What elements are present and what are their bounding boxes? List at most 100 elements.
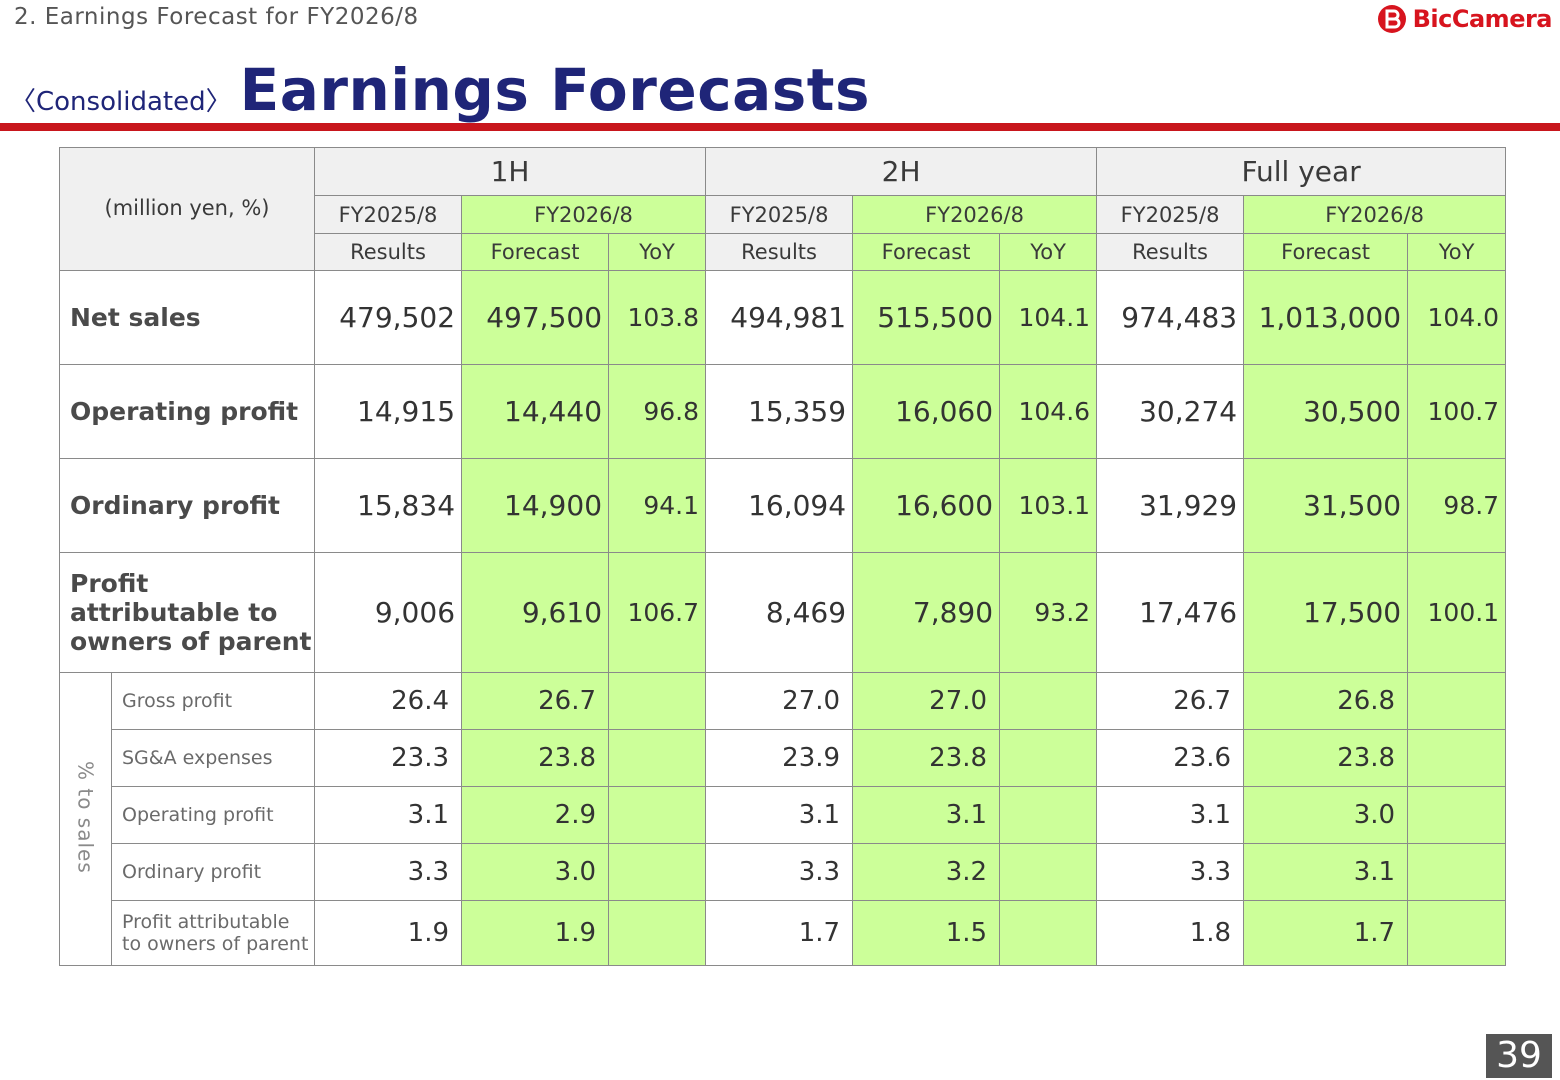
cell-ratio-yoy-empty bbox=[999, 843, 1098, 901]
column-type-header: Results bbox=[1096, 233, 1245, 271]
cell-results: 494,981 bbox=[705, 270, 854, 365]
ratio-row: % to sales Gross profit 26.4 26.7 27.0 2… bbox=[59, 672, 1507, 966]
cell-forecast: 515,500 bbox=[852, 270, 1001, 365]
column-type-header: Results bbox=[705, 233, 854, 271]
column-type-header: Results bbox=[314, 233, 463, 271]
column-type-header: Forecast bbox=[1243, 233, 1409, 271]
ratio-row: Ordinary profit 3.3 3.0 3.3 3.2 3.3 3.1 bbox=[60, 843, 1507, 901]
cell-ratio-forecast: 3.2 bbox=[852, 843, 1001, 901]
cell-ratio-yoy-empty bbox=[999, 900, 1098, 966]
period-header: Full year bbox=[1096, 147, 1507, 196]
cell-forecast: 31,500 bbox=[1243, 458, 1409, 553]
cell-ratio-yoy-empty bbox=[1407, 843, 1507, 901]
cell-ratio-yoy-empty bbox=[999, 729, 1098, 787]
cell-ratio-yoy-empty bbox=[608, 786, 707, 844]
cell-forecast: 17,500 bbox=[1243, 552, 1409, 673]
cell-yoy: 103.1 bbox=[999, 458, 1098, 553]
cell-results: 974,483 bbox=[1096, 270, 1245, 365]
row-label: Ordinary profit bbox=[58, 458, 316, 553]
ratio-row: Operating profit 3.1 2.9 3.1 3.1 3.1 3.0 bbox=[60, 786, 1507, 844]
ratio-label: Operating profit bbox=[110, 786, 316, 844]
cell-ratio-results: 1.7 bbox=[705, 900, 854, 966]
fiscal-year-header: FY2025/8 bbox=[1096, 195, 1245, 234]
cell-results: 15,834 bbox=[314, 458, 463, 553]
cell-ratio-results: 1.9 bbox=[314, 900, 463, 966]
cell-yoy: 93.2 bbox=[999, 552, 1098, 673]
biccamera-logo-icon bbox=[1377, 5, 1406, 33]
cell-yoy: 106.7 bbox=[608, 552, 707, 673]
ratio-group-text: % to sales bbox=[73, 760, 98, 874]
ratio-row: Profit attributable to owners of parent … bbox=[60, 900, 1507, 966]
page-title: 〈Consolidated〉 Earnings Forecasts bbox=[10, 56, 870, 124]
cell-ratio-results: 3.3 bbox=[314, 843, 463, 901]
cell-ratio-forecast: 3.1 bbox=[1243, 843, 1409, 901]
cell-results: 9,006 bbox=[314, 552, 463, 673]
cell-ratio-results: 3.1 bbox=[705, 786, 854, 844]
brand-logo: BicCamera bbox=[1377, 4, 1553, 34]
cell-forecast: 30,500 bbox=[1243, 364, 1409, 459]
cell-ratio-forecast: 2.9 bbox=[461, 786, 610, 844]
cell-ratio-yoy-empty bbox=[1407, 672, 1507, 730]
cell-ratio-forecast: 1.7 bbox=[1243, 900, 1409, 966]
row-label: Profit attributable to owners of parent bbox=[58, 552, 316, 673]
cell-ratio-forecast: 1.9 bbox=[461, 900, 610, 966]
cell-yoy: 96.8 bbox=[608, 364, 707, 459]
cell-ratio-forecast: 27.0 bbox=[852, 672, 1001, 730]
cell-ratio-results: 1.8 bbox=[1096, 900, 1245, 966]
row-label: Operating profit bbox=[58, 364, 316, 459]
cell-ratio-yoy-empty bbox=[608, 729, 707, 787]
fiscal-year-header: FY2026/8 bbox=[461, 195, 707, 234]
table-row: Net sales 479,502 497,500 103.8 494,981 … bbox=[58, 270, 1507, 365]
cell-ratio-results: 23.6 bbox=[1096, 729, 1245, 787]
cell-yoy: 98.7 bbox=[1407, 458, 1507, 553]
cell-ratio-forecast: 1.5 bbox=[852, 900, 1001, 966]
cell-yoy: 100.1 bbox=[1407, 552, 1507, 673]
ratio-row: SG&A expenses 23.3 23.8 23.9 23.8 23.6 2… bbox=[60, 729, 1507, 787]
ratio-label: Ordinary profit bbox=[110, 843, 316, 901]
cell-yoy: 104.0 bbox=[1407, 270, 1507, 365]
cell-forecast: 497,500 bbox=[461, 270, 610, 365]
cell-forecast: 16,600 bbox=[852, 458, 1001, 553]
fiscal-year-header: FY2026/8 bbox=[1243, 195, 1507, 234]
column-type-header: YoY bbox=[1407, 233, 1507, 271]
table-row: Ordinary profit 15,834 14,900 94.1 16,09… bbox=[58, 458, 1507, 553]
earnings-forecast-table: (million yen, %) 1H 2H Full year FY2025/… bbox=[58, 147, 1507, 966]
cell-yoy: 104.1 bbox=[999, 270, 1098, 365]
cell-ratio-yoy-empty bbox=[1407, 900, 1507, 966]
cell-ratio-results: 3.3 bbox=[1096, 843, 1245, 901]
cell-ratio-results: 23.3 bbox=[314, 729, 463, 787]
fiscal-year-header: FY2025/8 bbox=[705, 195, 854, 234]
cell-ratio-results: 3.1 bbox=[1096, 786, 1245, 844]
cell-ratio-forecast: 23.8 bbox=[852, 729, 1001, 787]
cell-forecast: 16,060 bbox=[852, 364, 1001, 459]
cell-ratio-yoy-empty bbox=[608, 900, 707, 966]
cell-forecast: 14,440 bbox=[461, 364, 610, 459]
cell-ratio-forecast: 26.7 bbox=[461, 672, 610, 730]
cell-ratio-yoy-empty bbox=[1407, 729, 1507, 787]
cell-ratio-yoy-empty bbox=[999, 672, 1098, 730]
cell-results: 14,915 bbox=[314, 364, 463, 459]
column-type-header: Forecast bbox=[461, 233, 610, 271]
cell-ratio-forecast: 3.1 bbox=[852, 786, 1001, 844]
cell-forecast: 1,013,000 bbox=[1243, 270, 1409, 365]
cell-yoy: 94.1 bbox=[608, 458, 707, 553]
section-label: 2. Earnings Forecast for FY2026/8 bbox=[14, 4, 419, 30]
cell-ratio-yoy-empty bbox=[608, 843, 707, 901]
title-underline bbox=[0, 123, 1560, 131]
ratio-label: Gross profit bbox=[110, 672, 316, 730]
header-row-periods: (million yen, %) 1H 2H Full year bbox=[58, 147, 1507, 271]
cell-ratio-results: 3.3 bbox=[705, 843, 854, 901]
cell-results: 17,476 bbox=[1096, 552, 1245, 673]
ratio-group-label: % to sales bbox=[59, 672, 112, 966]
header-row-fiscal-years: FY2025/8 FY2026/8 FY2025/8 FY2026/8 FY20… bbox=[60, 195, 1507, 234]
cell-ratio-yoy-empty bbox=[999, 786, 1098, 844]
cell-forecast: 14,900 bbox=[461, 458, 610, 553]
cell-results: 8,469 bbox=[705, 552, 854, 673]
cell-ratio-yoy-empty bbox=[608, 672, 707, 730]
fiscal-year-header: FY2025/8 bbox=[314, 195, 463, 234]
period-header: 1H bbox=[314, 147, 707, 196]
title-prefix: 〈Consolidated〉 bbox=[10, 87, 232, 117]
cell-ratio-yoy-empty bbox=[1407, 786, 1507, 844]
cell-ratio-forecast: 26.8 bbox=[1243, 672, 1409, 730]
cell-ratio-forecast: 3.0 bbox=[461, 843, 610, 901]
